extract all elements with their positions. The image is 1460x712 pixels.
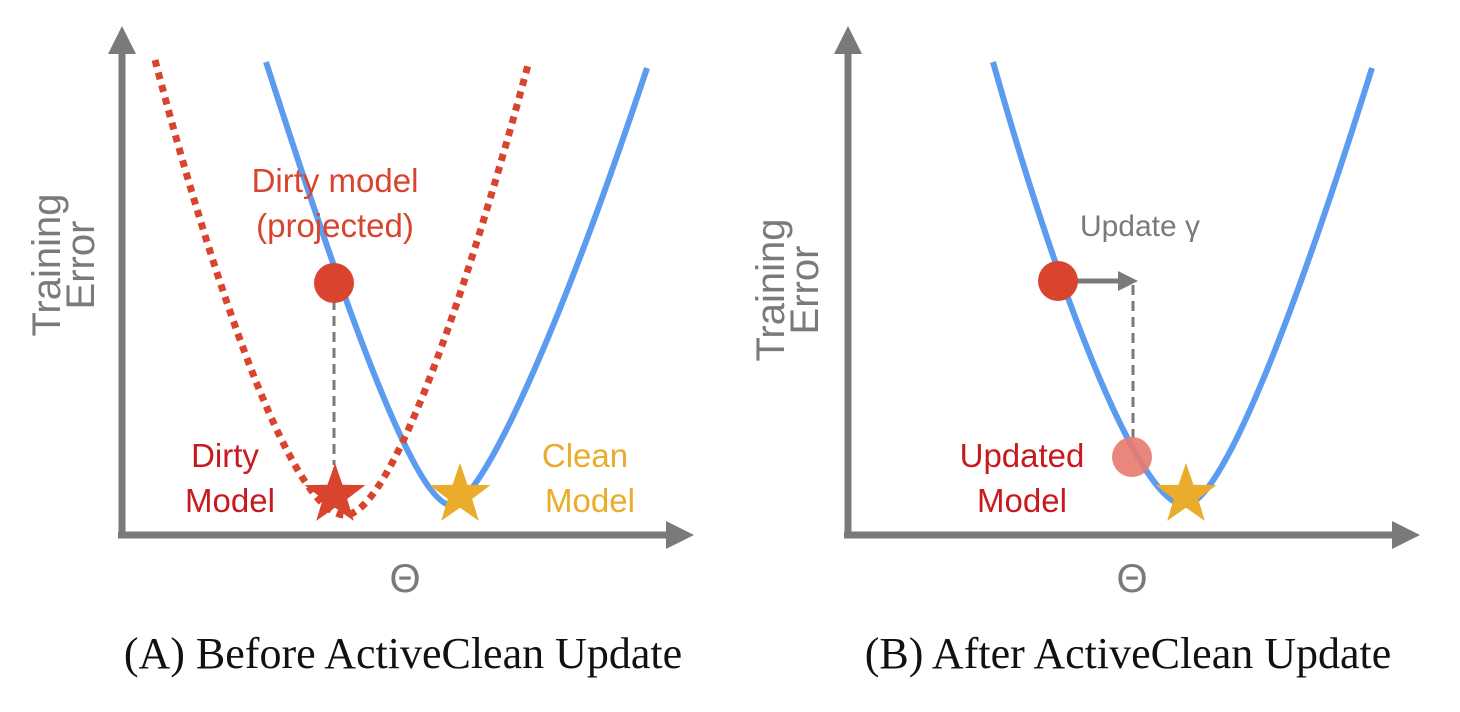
clean-model-star-icon	[1155, 463, 1217, 521]
dirty-projected-point-icon	[314, 263, 354, 303]
clean-model-label-line1: Clean	[542, 437, 628, 474]
panel-b: Training Error Θ Update γ Updated Model …	[749, 25, 1420, 678]
x-axis-label: Θ	[389, 557, 420, 601]
panel-a: Training Error Θ Dirty model (projected)…	[25, 25, 694, 678]
y-axis-label-line1: Training	[25, 193, 69, 336]
updated-model-label-line2: Model	[977, 482, 1067, 519]
y-axis-label-line2: Error	[783, 246, 827, 335]
y-axis-label: Training Error	[749, 218, 827, 361]
dirty-projected-label-line1: Dirty model	[252, 162, 419, 199]
panel-b-caption: (B) After ActiveClean Update	[865, 629, 1392, 678]
dirty-model-label-line2: Model	[185, 482, 275, 519]
dirty-model-label-line1: Dirty	[191, 437, 259, 474]
y-axis-label-line2: Error	[59, 221, 103, 310]
y-axis-label: Training Error	[25, 193, 103, 336]
y-axis-label-line1: Training	[749, 218, 793, 361]
dirty-model-star-icon	[304, 463, 366, 521]
clean-model-star-icon	[429, 463, 491, 521]
dirty-projected-label-line2: (projected)	[256, 207, 414, 244]
updated-model-point-icon	[1112, 437, 1152, 477]
updated-model-label-line1: Updated	[960, 437, 1085, 474]
current-model-point-icon	[1038, 261, 1078, 301]
update-gamma-label: Update γ	[1080, 210, 1200, 243]
panel-a-caption: (A) Before ActiveClean Update	[124, 629, 682, 678]
x-axis-label: Θ	[1116, 557, 1147, 601]
clean-model-label-line2: Model	[545, 482, 635, 519]
dirty-loss-curve	[151, 59, 532, 519]
